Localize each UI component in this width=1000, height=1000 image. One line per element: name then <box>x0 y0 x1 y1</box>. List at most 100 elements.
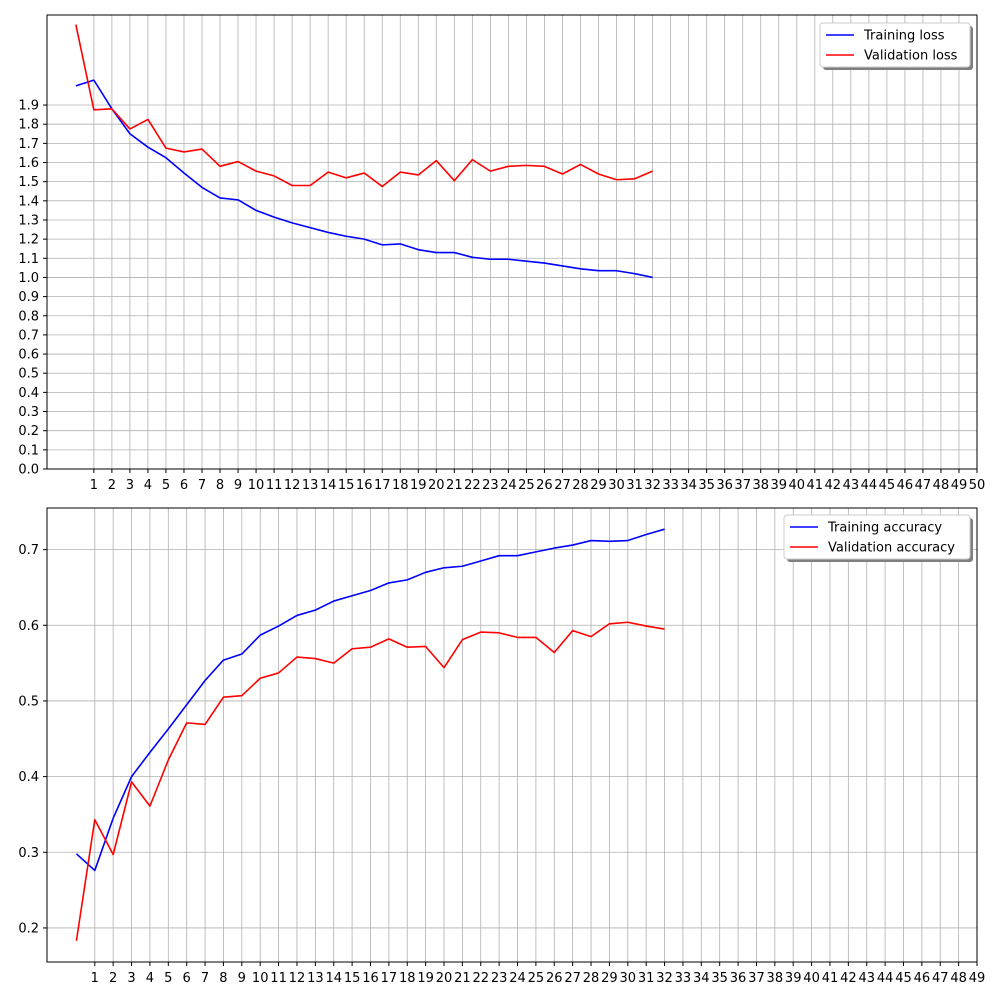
y-tick-label: 1.2 <box>18 233 39 248</box>
x-tick-label: 4 <box>146 971 154 986</box>
x-tick-label: 18 <box>392 478 409 493</box>
y-tick-label: 0.4 <box>18 386 39 401</box>
x-tick-label: 20 <box>436 971 453 986</box>
x-tick-label: 15 <box>344 971 361 986</box>
x-tick-label: 38 <box>767 971 784 986</box>
x-tick-label: 41 <box>807 478 824 493</box>
x-tick-label: 17 <box>374 478 391 493</box>
x-tick-label: 10 <box>248 478 265 493</box>
x-tick-label: 14 <box>320 478 337 493</box>
x-tick-label: 22 <box>472 971 489 986</box>
x-tick-label: 45 <box>895 971 912 986</box>
x-tick-label: 10 <box>252 971 269 986</box>
x-tick-label: 40 <box>788 478 805 493</box>
x-tick-label: 9 <box>238 971 246 986</box>
x-tick-label: 36 <box>716 478 733 493</box>
y-axis: 0.2 0.3 0.4 0.5 0.6 0.7 <box>18 543 47 936</box>
x-tick-label: 50 <box>969 478 986 493</box>
x-axis: 1 2 3 4 5 6 7 8 9 10 11 12 13 14 15 16 17 18 19 20 21 22 23 24 2… <box>90 469 986 493</box>
x-tick-label: 29 <box>590 478 607 493</box>
plot-frame <box>46 14 978 470</box>
legend-label: Training loss <box>863 29 945 44</box>
x-tick-label: 12 <box>284 478 301 493</box>
x-tick-label: 36 <box>730 971 747 986</box>
x-tick-label: 21 <box>446 478 463 493</box>
x-tick-label: 46 <box>897 478 914 493</box>
x-tick-label: 41 <box>822 971 839 986</box>
x-tick-label: 25 <box>518 478 535 493</box>
x-tick-label: 42 <box>825 478 842 493</box>
x-tick-label: 48 <box>950 971 967 986</box>
y-tick-label: 0.4 <box>18 770 39 785</box>
x-tick-label: 13 <box>307 971 324 986</box>
x-tick-label: 15 <box>338 478 355 493</box>
x-tick-label: 38 <box>752 478 769 493</box>
x-tick-label: 16 <box>356 478 373 493</box>
y-tick-label: 0.7 <box>18 328 39 343</box>
x-axis: 1 2 3 4 5 6 7 8 9 10 11 12 13 14 15 16 17 18 19 20 21 22 23 24 2… <box>91 962 985 986</box>
x-tick-label: 35 <box>698 478 715 493</box>
y-axis: 0.0 0.1 0.2 0.3 0.4 0.5 0.6 0.7 0.8 0.9 1.0 1.1 1.2 1… <box>18 99 47 478</box>
x-tick-label: 42 <box>840 971 857 986</box>
x-tick-label: 19 <box>417 971 434 986</box>
y-tick-label: 0.8 <box>18 309 39 324</box>
y-tick-label: 0.3 <box>18 846 39 861</box>
x-tick-label: 31 <box>638 971 655 986</box>
x-tick-label: 7 <box>198 478 206 493</box>
series-line-training-accuracy <box>75 528 665 872</box>
x-tick-label: 17 <box>381 971 398 986</box>
legend: Training accuracy Validation accuracy <box>783 514 973 562</box>
x-tick-label: 5 <box>164 971 172 986</box>
legend-label: Training accuracy <box>827 521 942 536</box>
x-tick-label: 25 <box>528 971 545 986</box>
x-tick-label: 26 <box>536 478 553 493</box>
x-tick-label: 18 <box>399 971 416 986</box>
x-tick-label: 29 <box>601 971 618 986</box>
x-tick-label: 23 <box>491 971 508 986</box>
x-tick-label: 7 <box>201 971 209 986</box>
y-tick-label: 0.1 <box>18 443 39 458</box>
y-tick-label: 1.8 <box>18 118 39 133</box>
x-tick-label: 8 <box>216 478 224 493</box>
x-tick-label: 37 <box>734 478 751 493</box>
series-line-validation-loss <box>75 24 653 188</box>
x-tick-label: 27 <box>554 478 571 493</box>
x-tick-label: 33 <box>662 478 679 493</box>
x-tick-label: 39 <box>770 478 787 493</box>
series-line-training-loss <box>75 79 653 279</box>
x-tick-label: 22 <box>464 478 481 493</box>
x-tick-label: 12 <box>289 971 306 986</box>
x-tick-label: 20 <box>428 478 445 493</box>
y-tick-label: 0.7 <box>18 543 39 558</box>
grid-lines <box>47 508 978 962</box>
x-tick-label: 44 <box>877 971 894 986</box>
x-tick-label: 46 <box>914 971 931 986</box>
x-tick-label: 32 <box>644 478 661 493</box>
x-tick-label: 21 <box>454 971 471 986</box>
plot-frame <box>46 507 978 963</box>
x-tick-label: 14 <box>325 971 342 986</box>
y-tick-label: 0.9 <box>18 290 39 305</box>
x-tick-label: 34 <box>693 971 710 986</box>
series-line-validation-accuracy <box>75 621 665 941</box>
x-tick-label: 6 <box>183 971 191 986</box>
x-tick-label: 11 <box>270 971 287 986</box>
x-tick-label: 48 <box>933 478 950 493</box>
y-tick-label: 0.2 <box>18 424 39 439</box>
y-tick-label: 1.1 <box>18 252 39 267</box>
x-tick-label: 39 <box>785 971 802 986</box>
x-tick-label: 33 <box>675 971 692 986</box>
y-tick-label: 0.6 <box>18 348 39 363</box>
x-tick-label: 24 <box>509 971 526 986</box>
x-tick-label: 43 <box>843 478 860 493</box>
x-tick-label: 26 <box>546 971 563 986</box>
y-tick-label: 1.4 <box>18 194 39 209</box>
x-tick-label: 3 <box>126 478 134 493</box>
y-tick-label: 0.2 <box>18 921 39 936</box>
y-tick-label: 0.5 <box>18 694 39 709</box>
x-tick-label: 2 <box>108 478 116 493</box>
x-tick-label: 30 <box>608 478 625 493</box>
legend-label: Validation loss <box>864 49 958 64</box>
x-tick-label: 28 <box>583 971 600 986</box>
